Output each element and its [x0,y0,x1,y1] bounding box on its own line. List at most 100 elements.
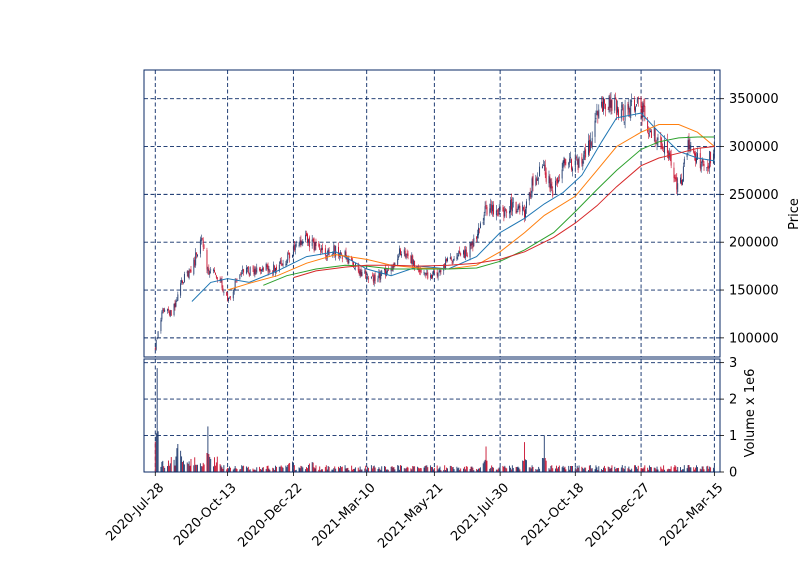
candle-body [359,271,361,275]
volume-bar [367,466,369,472]
volume-bar [307,468,308,472]
volume-bar [325,465,327,472]
volume-bar [188,461,190,472]
candle-body [453,258,455,261]
volume-bar [473,470,475,472]
candle-body [156,337,158,340]
candle-body [272,271,274,273]
candle-body [708,165,710,169]
volume-bar [368,467,370,472]
candle-body [354,267,355,269]
volume-bar [563,467,565,472]
volume-bar [190,458,192,472]
volume-bar [609,468,611,472]
volume-bar [235,468,237,472]
volume-bar [226,469,228,472]
volume-bar [354,468,355,472]
candle-body [452,259,454,263]
candle-body [366,276,368,279]
candle-body [590,142,592,146]
volume-bar [403,468,405,472]
candle-body [347,259,349,264]
volume-bar [168,465,170,472]
volume-bar [477,469,479,472]
volume-bar [674,465,676,472]
volume-bar [663,465,665,472]
volume-bar [562,465,564,472]
candle-body [333,245,335,253]
candle-body [537,178,539,181]
volume-bar [292,462,294,472]
volume-bar [404,468,406,472]
candle-body [210,269,212,271]
volume-bar [536,469,538,472]
moving-average-line-4 [293,146,715,279]
candle-body [538,178,540,179]
candle-body [346,257,348,260]
volume-bar [656,466,658,472]
candle-body [543,164,545,167]
candle-body [188,270,190,279]
volume-bar [688,465,690,472]
volume-bar [631,468,633,472]
volume-bar [274,469,276,472]
candle-body [436,272,438,276]
volume-bar [450,465,452,472]
candle-body [622,107,624,121]
volume-bar [485,446,487,472]
volume-bar [710,467,712,472]
volume-bar [189,465,191,472]
candle-body [367,277,369,278]
volume-bar [602,469,603,472]
candle-body [155,340,157,350]
volume-bar [220,465,222,472]
xtick-label: 2021-Jul-30 [448,480,512,544]
candle-body [385,271,387,276]
candle-body [563,157,565,164]
volume-bar [255,470,257,472]
volume-bar [706,466,708,472]
volume-bar [286,467,288,472]
volume-bar [490,467,492,472]
volume-bar [664,469,666,472]
candle-body [432,270,434,275]
candle-body [222,288,224,292]
volume-bar [589,465,591,472]
volume-bar [460,468,462,472]
volume-bar [459,469,461,472]
candle-body [353,261,354,268]
volume-bar [246,467,248,472]
volume-bar [195,464,197,472]
volume-bar [489,468,491,472]
volume-bar [510,467,511,472]
candle-body [511,202,513,212]
candle-body [471,241,473,245]
volume-bar [344,465,346,472]
volume-bar [629,469,631,472]
candle-body [687,140,689,152]
volume-bar [641,468,643,472]
volume-bar [394,469,396,472]
candle-body [249,267,251,276]
candle-body [208,268,210,275]
candle-body [451,261,453,264]
volume-bar [635,467,637,472]
candle-body [490,204,492,211]
candle-body [308,237,310,248]
candle-body [177,294,179,301]
volume-bar [608,467,610,472]
volume-bar [248,469,250,472]
volume-bar [654,467,656,472]
volume-bar [499,466,501,472]
volume-bar [385,466,386,472]
candle-body [616,99,618,115]
volume-bar [649,465,650,472]
candle-body [207,269,209,271]
volume-bar [615,469,617,472]
volume-bar [669,469,671,472]
volume-bar [449,465,451,472]
candle-body [445,259,447,270]
volume-bar [384,466,385,472]
volume-bar [713,466,715,472]
volume-bar [479,468,480,472]
